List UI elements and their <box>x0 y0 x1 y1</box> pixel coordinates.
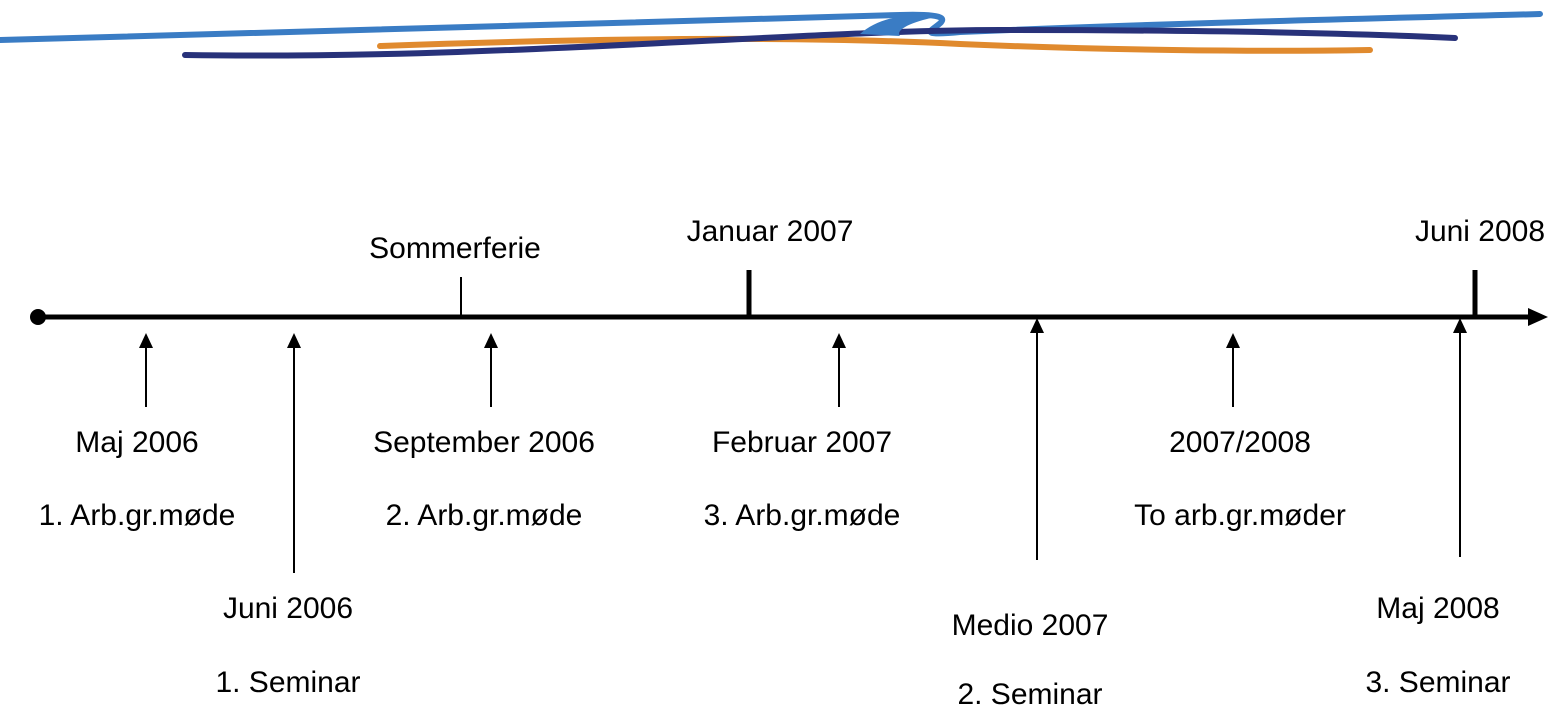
event-date: Medio 2007 <box>952 609 1109 642</box>
timeline-slide: Sommerferie Januar 2007 Juni 2008 Maj 20… <box>0 0 1566 710</box>
event-date: September 2006 <box>373 426 595 459</box>
event-label: 2. Arb.gr.møde <box>386 499 583 532</box>
event-label: 2. Seminar <box>957 678 1102 710</box>
event-label: 1. Seminar <box>215 666 360 699</box>
marker-label: Juni 2008 <box>1415 215 1545 248</box>
marker-label: Januar 2007 <box>687 215 854 248</box>
marker-label: Sommerferie <box>369 232 541 265</box>
event-date: Maj 2008 <box>1376 592 1499 625</box>
event-label: 3. Seminar <box>1365 666 1510 699</box>
event-label: To arb.gr.møder <box>1134 499 1346 532</box>
event-label: 3. Arb.gr.møde <box>704 499 901 532</box>
event-date: Februar 2007 <box>712 426 892 459</box>
event-date: 2007/2008 <box>1169 426 1311 459</box>
header-swoosh <box>0 14 1540 56</box>
timeline-axis <box>30 270 1548 326</box>
event-label: 1. Arb.gr.møde <box>39 499 236 532</box>
event-date: Maj 2006 <box>75 426 198 459</box>
event-date: Juni 2006 <box>223 592 353 625</box>
page: Sommerferie Januar 2007 Juni 2008 Maj 20… <box>0 0 1566 710</box>
